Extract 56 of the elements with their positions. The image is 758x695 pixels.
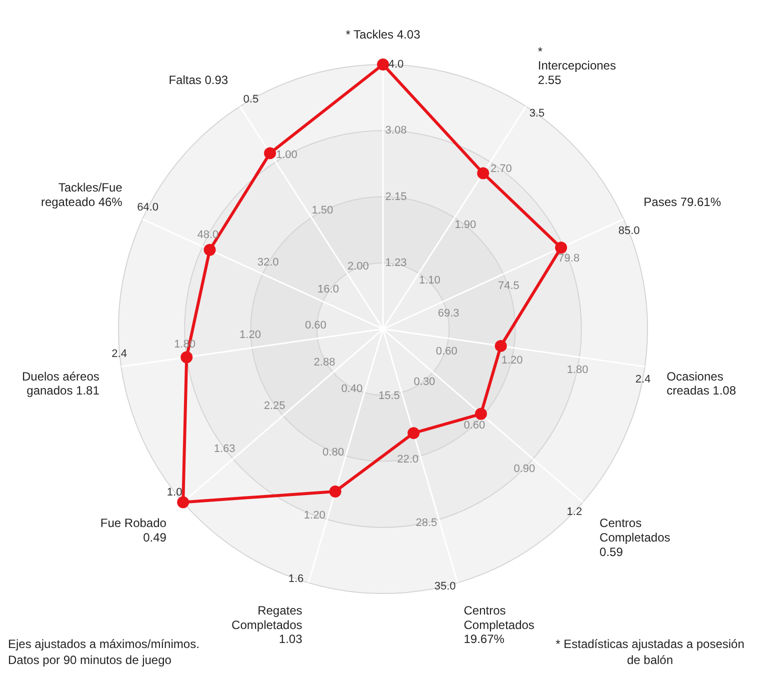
text: 2.25 — [264, 400, 286, 412]
text: 2.00 — [347, 260, 369, 272]
text: 48.0 — [197, 228, 219, 241]
text: 2.88 — [314, 356, 336, 369]
text: 1.90 — [454, 218, 476, 231]
text: 74.5 — [498, 280, 520, 292]
text: 1.2 — [566, 506, 582, 518]
text: 1.00 — [276, 149, 298, 162]
text: * Estadísticas ajustadas a posesión de balón — [554, 636, 746, 668]
text: 16.0 — [318, 284, 339, 296]
text: 0.90 — [514, 462, 536, 475]
text: 35.0 — [434, 580, 456, 593]
spoke-label: Duelos aéreos ganados 1.81 — [22, 369, 100, 398]
text: 0.60 — [304, 320, 326, 332]
text: 1.50 — [312, 204, 334, 217]
text: 0.5 — [243, 93, 259, 106]
text: 3.5 — [529, 108, 545, 120]
spoke-label: Centros Completados 0.59 — [600, 516, 670, 559]
spoke-label: Ocasiones creadas 1.08 — [666, 369, 736, 398]
text: 1.20 — [501, 354, 523, 367]
text: 1.23 — [385, 256, 407, 269]
spoke-label: * Intercepciones 2.55 — [538, 44, 616, 88]
text: Ejes ajustados a máximos/mínimos. Datos por 90 minutos de juego — [8, 636, 200, 668]
text: 1.20 — [304, 510, 326, 522]
text: 22.0 — [397, 454, 418, 466]
text: 2.4 — [112, 348, 127, 360]
text: 0.60 — [436, 345, 458, 358]
text: 28.5 — [416, 517, 438, 530]
text: 0.60 — [464, 419, 486, 432]
text: 15.5 — [378, 390, 400, 402]
text: 2.70 — [490, 163, 512, 176]
text: 2.4 — [635, 374, 651, 386]
text: 1.10 — [418, 274, 440, 286]
text: 3.08 — [385, 124, 407, 137]
text: 1.6 — [288, 573, 304, 586]
text: 85.0 — [618, 224, 640, 237]
spoke-label: Pases 79.61% — [644, 195, 722, 210]
text: 1.80 — [566, 364, 588, 376]
spoke-label: Centros Completados 19.67% — [464, 603, 534, 646]
text: 1.20 — [240, 328, 261, 341]
text: 1.63 — [214, 443, 236, 456]
text: 4.0 — [388, 58, 404, 70]
text: 1.0 — [166, 486, 182, 498]
text: 64.0 — [137, 201, 158, 214]
spoke-label: Regates Completados 1.03 — [232, 603, 303, 646]
text: 79.8 — [558, 252, 580, 264]
text: 32.0 — [257, 256, 279, 268]
spoke-label: Fue Robado 0.49 — [100, 516, 167, 545]
text: 0.40 — [341, 382, 363, 395]
text: 0.30 — [414, 376, 436, 388]
text: 2.15 — [385, 190, 407, 203]
spoke-label: * Tackles 4.03 — [346, 28, 421, 42]
text: 69.3 — [438, 307, 460, 320]
text: 0.80 — [322, 446, 344, 458]
spoke-label: Faltas 0.93 — [168, 73, 228, 88]
spoke-label: Tackles/Fue regateado 46% — [40, 180, 123, 210]
